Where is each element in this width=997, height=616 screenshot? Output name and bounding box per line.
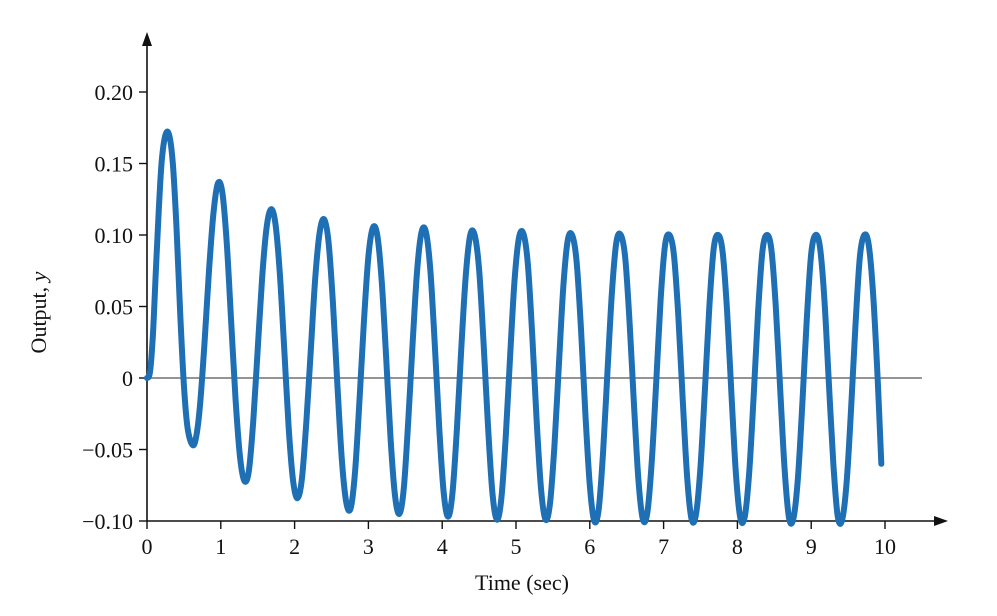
y-axis-ticks: −0.10 −0.05 0 0.05 0.10 0.15 0.20 (82, 80, 147, 534)
x-tick-label: 1 (215, 534, 226, 559)
y-tick-label: −0.10 (82, 509, 133, 534)
x-tick-label: 10 (874, 534, 896, 559)
x-tick-label: 5 (511, 534, 522, 559)
series-layer (144, 128, 885, 527)
y-tick-label: 0.10 (95, 223, 134, 248)
x-axis-title: Time (sec) (475, 570, 569, 595)
x-tick-label: 0 (142, 534, 153, 559)
y-tick-label: 0.05 (95, 295, 134, 320)
y-tick-label: −0.05 (82, 438, 133, 463)
x-tick-label: 3 (363, 534, 374, 559)
y-tick-label: 0 (122, 366, 133, 391)
series-line-0 (144, 128, 885, 527)
y-axis-title-main: Output, (26, 281, 51, 353)
y-tick-label: 0.15 (95, 152, 134, 177)
x-tick-label: 6 (584, 534, 595, 559)
x-tick-label: 4 (437, 534, 448, 559)
x-tick-label: 9 (806, 534, 817, 559)
x-tick-label: 8 (732, 534, 743, 559)
y-axis-arrowhead-icon (142, 31, 152, 46)
y-axis-title: Output, y (26, 271, 51, 353)
y-tick-label: 0.20 (95, 80, 134, 105)
x-tick-label: 2 (289, 534, 300, 559)
x-axis-ticks: 0 1 2 3 4 5 6 7 8 9 10 (142, 521, 896, 559)
y-axis-title-variable: y (26, 271, 51, 283)
x-tick-label: 7 (658, 534, 669, 559)
x-axis-arrowhead-icon (934, 516, 949, 526)
